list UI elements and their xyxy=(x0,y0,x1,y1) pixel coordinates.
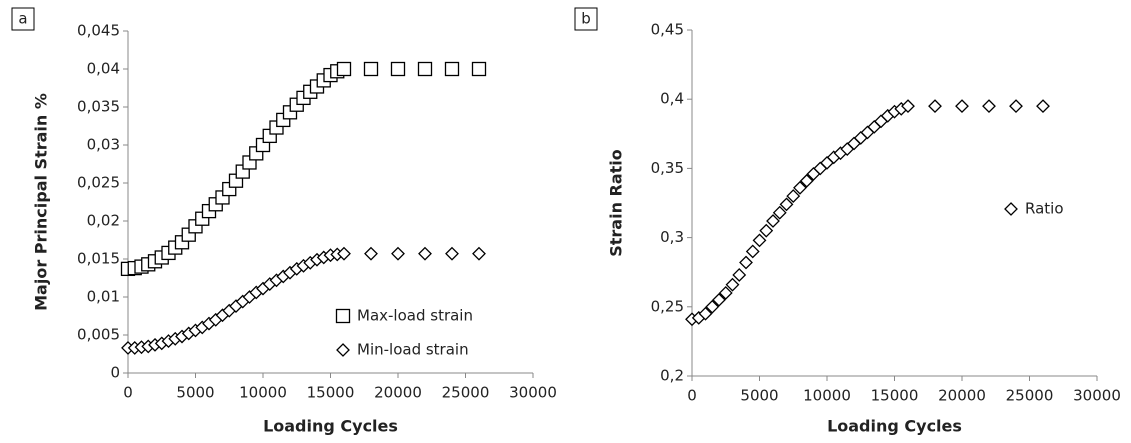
x-tick-label: 0 xyxy=(687,387,697,405)
x-tick-label: 25000 xyxy=(1006,387,1054,405)
point xyxy=(417,61,433,77)
point xyxy=(732,268,747,282)
y-tick-label: 0,45 xyxy=(651,21,684,39)
point xyxy=(712,292,726,307)
x-tick-label: 5000 xyxy=(176,384,214,402)
y-tick-label: 0,015 xyxy=(77,250,120,268)
legend-label: Max-load strain xyxy=(357,307,473,325)
point xyxy=(766,214,780,228)
point xyxy=(759,223,774,238)
y-tick-label: 0,03 xyxy=(87,136,120,154)
point xyxy=(336,61,352,77)
point xyxy=(1036,99,1050,114)
point xyxy=(444,61,460,77)
point xyxy=(779,197,794,212)
x-tick-label: 15000 xyxy=(307,384,355,402)
x-axis-title: Loading Cycles xyxy=(263,417,398,436)
panel-label-box xyxy=(11,7,35,31)
point xyxy=(752,233,767,248)
x-tick-label: 15000 xyxy=(871,387,919,405)
x-tick-label: 30000 xyxy=(509,384,557,402)
point xyxy=(363,61,379,77)
panel-label: b xyxy=(581,10,591,28)
y-tick-label: 0,025 xyxy=(77,174,120,192)
x-tick-label: 0 xyxy=(123,384,133,402)
y-tick-label: 0 xyxy=(110,364,120,382)
point xyxy=(471,61,487,77)
legend-marker xyxy=(1004,202,1018,216)
point xyxy=(1009,99,1023,114)
x-tick-label: 30000 xyxy=(1073,387,1121,405)
y-tick-label: 0,01 xyxy=(87,288,120,306)
point xyxy=(901,99,915,114)
point xyxy=(745,244,760,259)
y-tick-label: 0,2 xyxy=(660,367,684,385)
y-axis-title: Strain Ratio xyxy=(607,149,626,257)
y-tick-label: 0,25 xyxy=(651,297,684,315)
x-tick-label: 5000 xyxy=(740,387,778,405)
point xyxy=(337,246,351,261)
x-tick-label: 10000 xyxy=(239,384,287,402)
point xyxy=(718,286,733,300)
point xyxy=(955,99,969,114)
point xyxy=(982,99,996,114)
point xyxy=(698,306,713,321)
point xyxy=(793,180,807,195)
point xyxy=(418,246,432,261)
y-tick-label: 0,035 xyxy=(77,98,120,116)
y-tick-label: 0,02 xyxy=(87,212,120,230)
x-tick-label: 25000 xyxy=(442,384,490,402)
x-tick-label: 10000 xyxy=(803,387,851,405)
x-tick-label: 20000 xyxy=(374,384,422,402)
y-tick-label: 0,35 xyxy=(651,159,684,177)
x-tick-label: 20000 xyxy=(938,387,986,405)
legend-marker xyxy=(335,308,351,324)
legend-label: Min-load strain xyxy=(357,341,469,359)
y-tick-label: 0,3 xyxy=(660,228,684,246)
y-axis-title: Major Principal Strain % xyxy=(32,93,51,311)
panel-label: a xyxy=(18,10,27,28)
y-tick-label: 0,04 xyxy=(87,60,120,78)
y-tick-label: 0,4 xyxy=(660,90,684,108)
point xyxy=(472,246,486,261)
legend-marker xyxy=(336,343,350,357)
x-axis-title: Loading Cycles xyxy=(827,417,962,436)
point xyxy=(391,246,405,261)
panel-label-box xyxy=(574,7,598,31)
point xyxy=(725,277,740,292)
point xyxy=(445,246,459,261)
y-tick-label: 0,005 xyxy=(77,326,120,344)
point xyxy=(364,246,378,261)
point xyxy=(705,299,720,314)
point xyxy=(786,189,801,203)
y-tick-label: 0,045 xyxy=(77,22,120,40)
point xyxy=(739,255,753,270)
point xyxy=(390,61,406,77)
point xyxy=(799,173,814,188)
legend-label: Ratio xyxy=(1025,200,1064,218)
point xyxy=(772,205,787,220)
point xyxy=(928,99,942,114)
